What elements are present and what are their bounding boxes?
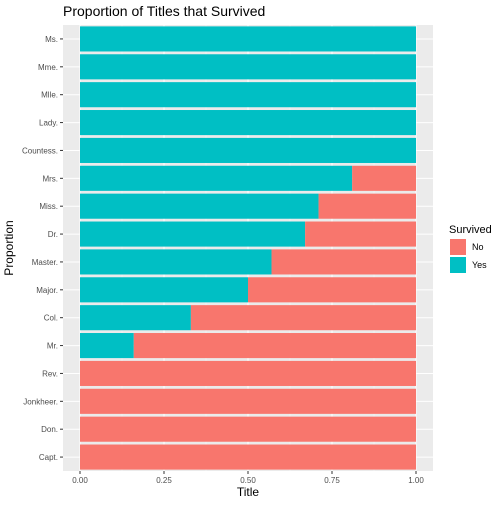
bar-no-mr	[133, 333, 416, 359]
y-tick-label: Miss.	[39, 202, 58, 211]
bar-no-major	[248, 277, 416, 303]
y-tick-label: Ms.	[45, 35, 58, 44]
bar-no-dr	[305, 221, 416, 247]
bar-no-miss	[318, 193, 416, 219]
bar-no-master	[271, 249, 416, 275]
legend-title: Survived	[449, 224, 492, 236]
y-tick-label: Don.	[41, 425, 58, 434]
bar-yes-mr	[80, 333, 134, 359]
x-tick-label: 1.00	[408, 476, 424, 485]
y-tick-label: Lady.	[39, 119, 58, 128]
bars	[80, 26, 416, 470]
bar-yes-miss	[80, 193, 319, 219]
bar-yes-ms	[80, 26, 416, 52]
y-tick-label: Col.	[44, 314, 58, 323]
y-tick-label: Capt.	[39, 453, 58, 462]
legend: Survived No Yes	[449, 224, 492, 273]
chart-title: Proportion of Titles that Survived	[63, 3, 265, 19]
bar-no-jonkheer	[80, 388, 416, 414]
legend-key-no	[450, 239, 466, 255]
x-tick-label: 0.75	[324, 476, 340, 485]
x-tick-label: 0.00	[72, 476, 88, 485]
bar-yes-lady	[80, 110, 416, 136]
bar-yes-mrs	[80, 165, 353, 191]
y-tick-label: Dr.	[48, 230, 58, 239]
bar-yes-col	[80, 305, 191, 331]
bar-no-col	[190, 305, 416, 331]
bar-yes-major	[80, 277, 248, 303]
legend-label-yes: Yes	[472, 260, 487, 270]
y-tick-label: Mr.	[47, 342, 58, 351]
y-tick-label: Countess.	[22, 146, 58, 155]
y-tick-label: Mme.	[38, 63, 58, 72]
bar-yes-countess	[80, 137, 416, 163]
legend-label-no: No	[472, 242, 484, 252]
bar-yes-master	[80, 249, 272, 275]
x-axis-ticks: 0.00 0.25 0.50 0.75 1.00	[72, 471, 424, 485]
y-tick-label: Rev.	[42, 369, 58, 378]
y-tick-label: Major.	[36, 286, 58, 295]
bar-no-rev	[80, 360, 416, 386]
x-tick-label: 0.25	[156, 476, 172, 485]
bar-no-capt	[80, 444, 416, 470]
bar-yes-mme	[80, 54, 416, 80]
y-tick-label: Jonkheer.	[23, 397, 58, 406]
x-tick-label: 0.50	[240, 476, 256, 485]
y-axis-ticks: Ms. Mme. Mlle. Lady. Countess. Mrs. Miss. Dr. Ma…	[22, 35, 63, 462]
x-axis-label: Title	[237, 485, 260, 499]
bar-yes-dr	[80, 221, 306, 247]
y-tick-label: Master.	[32, 258, 58, 267]
y-axis-label: Proportion	[2, 220, 16, 275]
y-tick-label: Mlle.	[41, 91, 58, 100]
bar-yes-mlle	[80, 82, 416, 108]
y-tick-label: Mrs.	[42, 174, 58, 183]
bar-no-mrs	[352, 165, 416, 191]
bar-no-don	[80, 416, 416, 442]
legend-key-yes	[450, 257, 466, 273]
